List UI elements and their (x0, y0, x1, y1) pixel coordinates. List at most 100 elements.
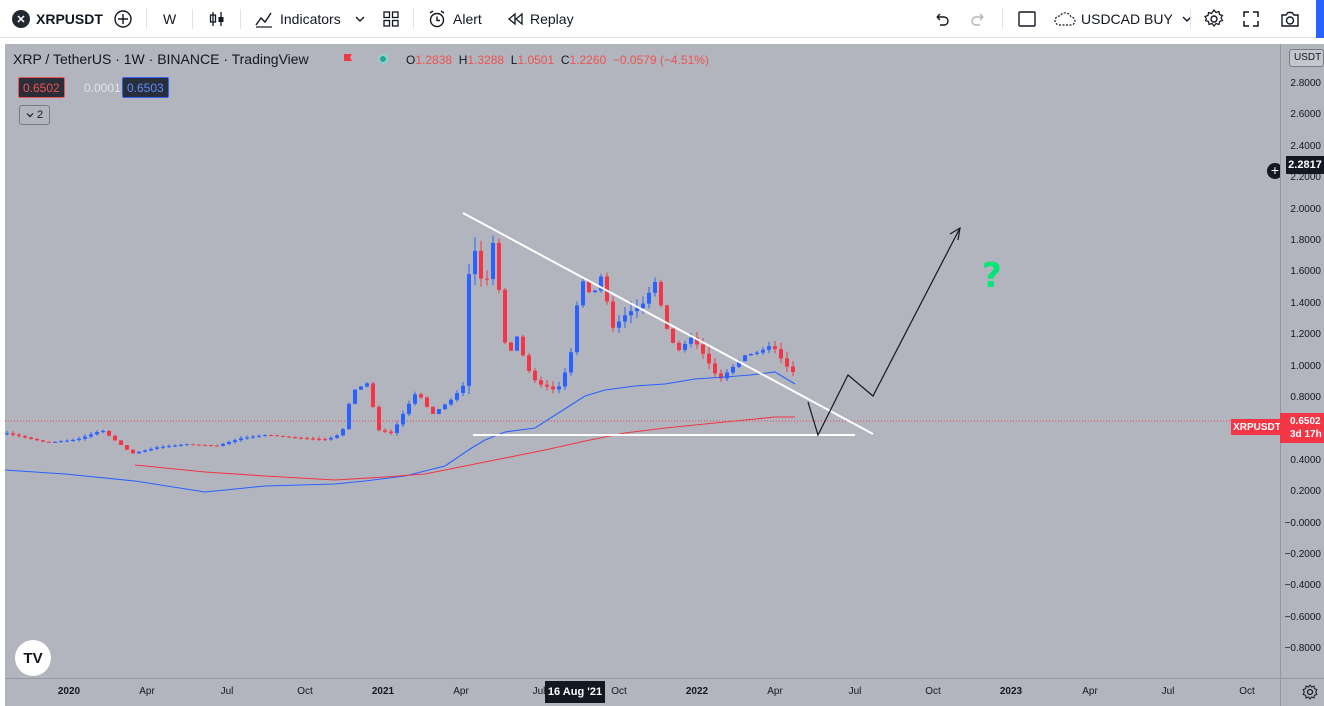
currency-selector[interactable]: USDT (1289, 49, 1324, 67)
candle-body (221, 443, 225, 446)
candle-body (47, 441, 51, 443)
candle-body (5, 433, 9, 435)
moving-average-red (134, 416, 795, 481)
candle-body (317, 438, 321, 440)
tradingview-logo-icon[interactable]: TV (15, 640, 51, 676)
fullscreen-layout-button[interactable] (1017, 0, 1037, 38)
price-plot (5, 212, 1280, 493)
close-value: 1.2260 (569, 53, 607, 67)
candle-body (203, 444, 207, 446)
candle-body (653, 282, 657, 293)
low-value: 1.0501 (517, 53, 555, 67)
time-tick-label: Oct (1239, 686, 1255, 697)
price-tick-label: 2.0000 (1290, 203, 1321, 215)
price-axis[interactable]: 2.8000 2.6000 2.4000 2.2000 2.0000 1.8000 1.60… (1280, 44, 1324, 678)
candle-body (587, 281, 591, 293)
candle-body (659, 282, 663, 306)
templates-dropdown[interactable] (354, 0, 366, 38)
indicators-collapse-button[interactable]: 2 (19, 105, 50, 125)
price-tick-label: 1.8000 (1290, 235, 1321, 246)
candle-body (761, 349, 765, 353)
add-plus-icon[interactable]: + (1267, 163, 1280, 179)
candle-body (287, 436, 291, 438)
candle-body (611, 301, 615, 328)
high-value: 1.3288 (467, 53, 505, 67)
candle-body (593, 290, 597, 293)
layouts-button[interactable] (381, 0, 401, 38)
candle-body (11, 433, 15, 435)
compare-add-button[interactable] (113, 0, 133, 38)
price-tick-label: 2.4000 (1290, 140, 1321, 152)
indicators-button[interactable]: Indicators (254, 0, 341, 38)
price-tick-label: 0.4000 (1290, 454, 1321, 466)
candle-body (161, 446, 165, 448)
candle-body (467, 274, 471, 386)
redo-button[interactable] (970, 0, 988, 38)
candle-body (389, 431, 393, 434)
candle-body (437, 409, 441, 414)
price-tick-label: −0.8000 (1284, 643, 1321, 655)
candle-body (635, 308, 639, 312)
settings-button[interactable] (1203, 0, 1225, 38)
candle-body (341, 429, 345, 436)
symbol-search[interactable]: ✕ XRPUSDT (12, 0, 103, 38)
replay-button[interactable]: Replay (506, 0, 574, 38)
candle-body (209, 445, 213, 447)
axis-corner (1280, 678, 1324, 706)
undo-button[interactable] (932, 0, 950, 38)
last-price-value: 0.6502 (1290, 416, 1321, 427)
candle-body (65, 440, 69, 442)
candle-body (239, 438, 243, 441)
candle-body (167, 446, 171, 448)
candle-body (305, 438, 309, 440)
snapshot-button[interactable] (1279, 0, 1301, 38)
collapsed-count: 2 (36, 109, 44, 121)
candle-body (749, 353, 753, 356)
chart-pane[interactable]: XRP / TetherUS · 1W · BINANCE · TradingV… (5, 44, 1280, 678)
candle-body (431, 406, 435, 414)
candle-body (29, 437, 33, 439)
candle-body (227, 442, 231, 444)
candle-body (425, 397, 429, 407)
candle-body (647, 292, 651, 304)
price-tick-label: −0.0000 (1284, 517, 1321, 529)
change-value: −0.0579 (−4.51%) (612, 53, 709, 67)
candle-body (665, 305, 669, 329)
square-icon (1018, 11, 1036, 27)
alarm-clock-icon (429, 10, 445, 28)
layout-name-dropdown[interactable]: USDCAD BUY (1053, 0, 1193, 38)
candle-body (173, 445, 177, 447)
close-label: C (560, 53, 570, 67)
candle-body (791, 366, 795, 372)
candle-body (551, 386, 555, 390)
indicators-icon (255, 12, 272, 28)
candle-body (275, 435, 279, 437)
candles-group (5, 235, 795, 454)
bar-countdown: 3d 17h (1290, 429, 1322, 440)
interval-button[interactable]: W (163, 0, 176, 38)
candle-body (737, 361, 741, 367)
sell-price-box[interactable]: 0.6502 (18, 77, 65, 98)
alert-button[interactable]: Alert (427, 0, 482, 38)
high-label: H (458, 53, 468, 67)
buy-price-box[interactable]: 0.6503 (122, 77, 169, 98)
time-axis[interactable]: 2020 Apr Jul Oct 2021 Apr Jul Oct 2022 Apr Jul Oct 2… (5, 678, 1280, 706)
indicators-label: Indicators (280, 11, 341, 27)
cloud-icon (1054, 12, 1076, 26)
candle-body (323, 439, 327, 441)
time-tick-label: Jul (1161, 686, 1175, 697)
candle-body (233, 440, 237, 443)
chart-type-button[interactable] (207, 0, 227, 38)
fullscreen-button[interactable] (1241, 0, 1261, 38)
flag-icon[interactable] (343, 53, 353, 63)
candle-body (563, 372, 567, 387)
candle-body (17, 434, 21, 437)
candle-body (533, 370, 537, 381)
candle-body (107, 430, 111, 436)
candle-body (371, 383, 375, 407)
alert-label: Alert (453, 11, 482, 27)
candle-body (149, 448, 153, 451)
question-mark-annotation: ? (982, 256, 1002, 296)
candle-body (143, 450, 147, 452)
axis-settings-gear-icon[interactable] (1301, 683, 1319, 701)
